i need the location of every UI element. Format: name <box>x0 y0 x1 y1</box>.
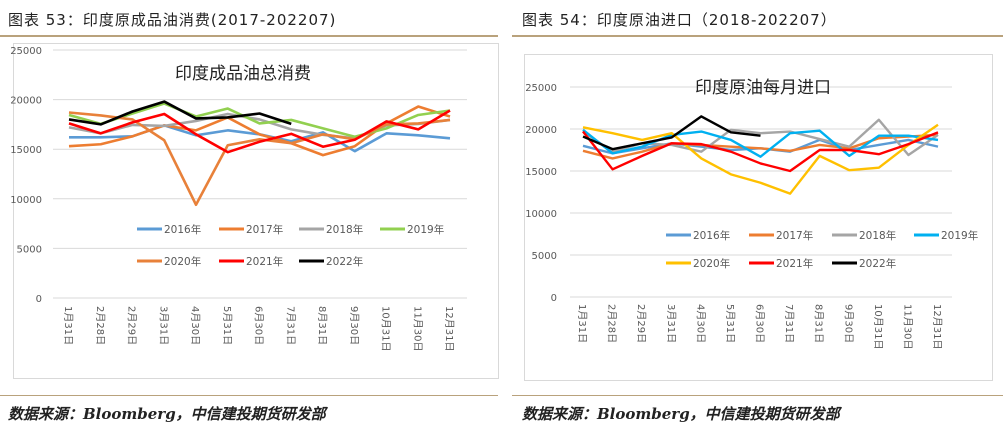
source-divider-right <box>512 395 1003 396</box>
legend-item: 2018年 <box>832 229 896 242</box>
series-line-2022年 <box>68 100 292 126</box>
chart-frame-left <box>13 43 499 379</box>
legend-label: 2022年 <box>326 255 363 268</box>
x-tick-label: 10月31日 <box>872 304 884 349</box>
legend-item: 2019年 <box>914 229 978 242</box>
x-tick-label: 10月31日 <box>380 306 392 351</box>
x-tick-label: 2月28日 <box>606 304 618 343</box>
x-tick-label: 7月31日 <box>783 304 795 343</box>
legend-item: 2020年 <box>666 257 730 270</box>
legend-item: 2022年 <box>299 255 363 268</box>
legend-label: 2017年 <box>776 229 813 242</box>
x-tick-label: 7月31日 <box>284 306 296 345</box>
legend-label: 2019年 <box>941 229 978 242</box>
series-line-2020年 <box>68 111 451 207</box>
series-line-2022年 <box>582 115 761 151</box>
figure-title-53: 图表 53：印度原成品油消费(2017-202207) <box>8 11 337 29</box>
y-tick-label: 10000 <box>525 209 557 220</box>
chart-title: 印度成品油总消费 <box>175 64 311 84</box>
x-tick-label: 8月31日 <box>813 304 825 343</box>
legend-item: 2022年 <box>832 257 896 270</box>
y-tick-label: 10000 <box>10 195 42 206</box>
legend-label: 2017年 <box>246 223 283 236</box>
y-tick-label: 5000 <box>17 244 42 255</box>
y-tick-label: 25000 <box>10 46 42 57</box>
y-tick-label: 0 <box>36 294 42 305</box>
x-tick-label: 12月31日 <box>931 304 943 349</box>
legend-label: 2016年 <box>164 223 201 236</box>
legend-item: 2016年 <box>666 229 730 242</box>
legend-item: 2020年 <box>137 255 201 268</box>
x-tick-label: 4月30日 <box>189 306 201 345</box>
x-tick-label: 12月31日 <box>443 306 455 351</box>
chart-frame-right <box>524 54 993 381</box>
x-tick-label: 5月31日 <box>724 304 736 343</box>
legend-item: 2019年 <box>380 223 444 236</box>
legend-label: 2021年 <box>246 255 283 268</box>
x-tick-label: 11月30日 <box>411 306 423 351</box>
chart-title: 印度原油每月进口 <box>695 78 831 98</box>
x-tick-label: 9月30日 <box>348 306 360 345</box>
legend-item: 2018年 <box>299 223 363 236</box>
legend-label: 2020年 <box>693 257 730 270</box>
y-tick-label: 15000 <box>10 145 42 156</box>
x-tick-label: 8月31日 <box>316 306 328 345</box>
y-tick-label: 20000 <box>525 125 557 136</box>
legend-label: 2020年 <box>164 255 201 268</box>
x-tick-label: 4月30日 <box>694 304 706 343</box>
x-tick-label: 2月29日 <box>635 304 647 343</box>
x-tick-label: 3月31日 <box>665 304 677 343</box>
source-note-left: 数据来源：Bloomberg，中信建投期货研发部 <box>8 405 326 423</box>
y-tick-label: 15000 <box>525 167 557 178</box>
figure-title-54: 图表 54：印度原油进口（2018-202207） <box>522 11 837 29</box>
series-line-2020年 <box>582 123 939 195</box>
legend-item: 2016年 <box>137 223 201 236</box>
x-tick-label: 11月30日 <box>901 304 913 349</box>
legend-item: 2017年 <box>219 223 283 236</box>
legend-label: 2019年 <box>407 223 444 236</box>
legend-item: 2017年 <box>749 229 813 242</box>
legend-item: 2021年 <box>219 255 283 268</box>
title-divider-left <box>0 35 498 37</box>
y-tick-label: 20000 <box>10 96 42 107</box>
x-tick-label: 1月31日 <box>62 306 74 345</box>
x-tick-label: 3月31日 <box>157 306 169 345</box>
x-tick-label: 6月30日 <box>754 304 766 343</box>
series-line-2021年 <box>68 109 451 154</box>
y-tick-label: 25000 <box>525 83 557 94</box>
x-tick-label: 5月31日 <box>221 306 233 345</box>
title-divider-right <box>512 35 1003 37</box>
x-tick-label: 1月31日 <box>576 304 588 343</box>
legend-label: 2022年 <box>859 257 896 270</box>
legend-item: 2021年 <box>749 257 813 270</box>
series-line-2017年 <box>582 133 939 160</box>
x-tick-label: 6月30日 <box>253 306 265 345</box>
x-tick-label: 2月29日 <box>126 306 138 345</box>
chart-2: 0 5000 10000 15000 20000 25000 1月31日 2月28日 2月29日… <box>525 78 978 349</box>
series-line-2021年 <box>582 130 939 173</box>
y-tick-label: 5000 <box>532 251 557 262</box>
series-line-2019年 <box>582 128 939 158</box>
x-tick-label: 9月30日 <box>842 304 854 343</box>
series-line-2019年 <box>68 102 451 139</box>
legend-label: 2018年 <box>326 223 363 236</box>
y-tick-label: 0 <box>551 293 557 304</box>
legend-label: 2018年 <box>859 229 896 242</box>
source-note-right: 数据来源：Bloomberg，中信建投期货研发部 <box>522 405 840 423</box>
legend-label: 2016年 <box>693 229 730 242</box>
x-tick-label: 2月28日 <box>94 306 106 345</box>
chart-1: 0 5000 10000 15000 20000 25000 1月31日 2月28日 2月29日… <box>10 46 467 351</box>
source-divider-left <box>0 395 498 396</box>
legend-label: 2021年 <box>776 257 813 270</box>
